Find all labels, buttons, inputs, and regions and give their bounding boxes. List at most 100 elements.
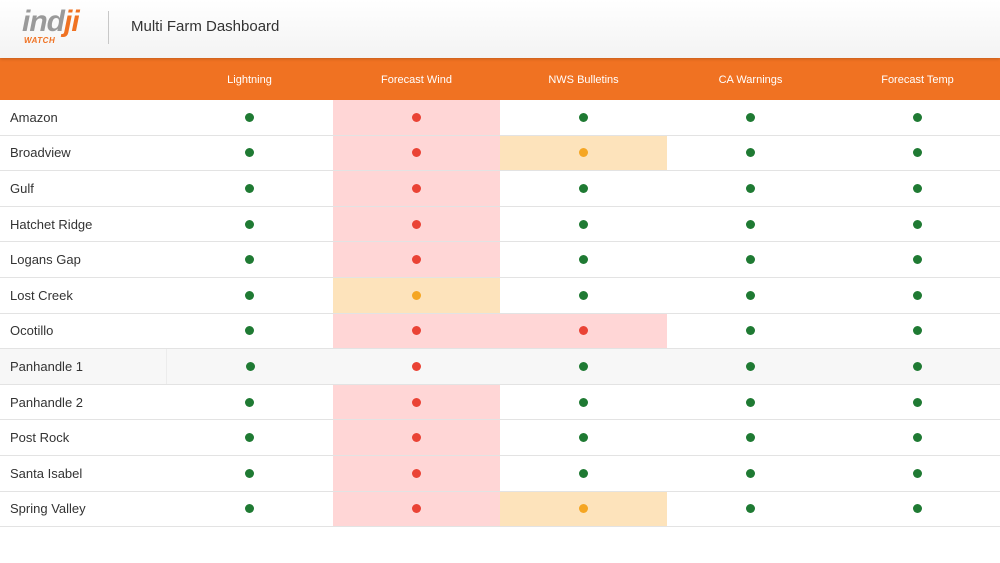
status-cell-nws-bulletins[interactable] [500, 491, 667, 527]
status-cell-forecast-wind[interactable] [333, 349, 500, 384]
status-cell-forecast-wind[interactable] [333, 100, 500, 135]
table-row-panhandle-1[interactable]: Panhandle 1 [0, 349, 1000, 385]
status-good-dot-icon [746, 326, 755, 336]
status-cell-lightning[interactable] [166, 314, 333, 349]
status-cell-lightning[interactable] [166, 100, 333, 135]
farm-name[interactable]: Panhandle 2 [10, 394, 84, 410]
status-cell-forecast-wind[interactable] [333, 171, 500, 206]
page-title: Multi Farm Dashboard [131, 18, 280, 35]
status-cell-ca-warnings[interactable] [667, 171, 834, 206]
status-cell-lightning[interactable] [166, 278, 333, 313]
status-cell-lightning[interactable] [166, 420, 333, 455]
column-header-forecast-temp[interactable]: Forecast Temp [881, 74, 954, 86]
farm-name[interactable]: Gulf [10, 180, 34, 196]
status-cell-forecast-temp[interactable] [834, 420, 1000, 455]
status-cell-forecast-wind[interactable] [333, 420, 500, 455]
status-cell-forecast-temp[interactable] [834, 385, 1000, 420]
status-cell-forecast-temp[interactable] [834, 314, 1000, 349]
farm-name[interactable]: Lost Creek [10, 287, 73, 303]
status-cell-forecast-temp[interactable] [834, 207, 1000, 242]
table-row-broadview[interactable]: Broadview [0, 135, 1000, 172]
farm-name[interactable]: Ocotillo [10, 323, 54, 339]
status-good-dot-icon [245, 504, 254, 514]
table-row-panhandle-2[interactable]: Panhandle 2 [0, 384, 1000, 421]
status-cell-ca-warnings[interactable] [667, 242, 834, 277]
table-row-hatchet-ridge[interactable]: Hatchet Ridge [0, 206, 1000, 243]
status-cell-forecast-wind[interactable] [333, 313, 500, 349]
farm-name[interactable]: Spring Valley [10, 501, 86, 517]
farm-name[interactable]: Post Rock [10, 430, 70, 446]
farm-name[interactable]: Broadview [10, 145, 71, 161]
status-cell-forecast-wind[interactable] [333, 206, 500, 242]
status-alert-dot-icon [412, 255, 421, 265]
status-cell-ca-warnings[interactable] [667, 278, 834, 313]
table-row-spring-valley[interactable]: Spring Valley [0, 491, 1000, 528]
status-cell-forecast-wind[interactable] [333, 384, 500, 420]
status-cell-forecast-temp[interactable] [834, 278, 1000, 313]
status-cell-ca-warnings[interactable] [667, 136, 834, 171]
status-cell-forecast-temp[interactable] [834, 136, 1000, 171]
table-row-logans-gap[interactable]: Logans Gap [0, 242, 1000, 278]
status-cell-forecast-temp[interactable] [834, 242, 1000, 277]
status-cell-nws-bulletins[interactable] [500, 135, 667, 171]
status-cell-nws-bulletins[interactable] [500, 278, 667, 313]
status-alert-dot-icon [412, 361, 421, 371]
indji-watch-logo[interactable]: indji WATCH [20, 5, 90, 49]
farm-name[interactable]: Amazon [10, 109, 58, 125]
table-row-post-rock[interactable]: Post Rock [0, 420, 1000, 456]
status-cell-forecast-wind[interactable] [333, 242, 500, 277]
status-cell-lightning[interactable] [166, 207, 333, 242]
status-cell-forecast-temp[interactable] [834, 456, 1000, 491]
status-cell-lightning[interactable] [166, 242, 333, 277]
status-cell-nws-bulletins[interactable] [500, 420, 667, 455]
table-row-amazon[interactable]: Amazon [0, 100, 1000, 136]
status-cell-nws-bulletins[interactable] [500, 100, 667, 135]
table-row-ocotillo[interactable]: Ocotillo [0, 313, 1000, 350]
status-cell-ca-warnings[interactable] [667, 207, 834, 242]
status-cell-ca-warnings[interactable] [667, 100, 834, 135]
status-cell-ca-warnings[interactable] [667, 349, 834, 384]
status-cell-forecast-temp[interactable] [834, 349, 1000, 384]
status-cell-ca-warnings[interactable] [667, 420, 834, 455]
status-cell-forecast-temp[interactable] [834, 100, 1000, 135]
status-cell-ca-warnings[interactable] [667, 456, 834, 491]
status-good-dot-icon [245, 468, 254, 478]
farm-name[interactable]: Panhandle 1 [10, 358, 84, 374]
status-alert-dot-icon [412, 112, 421, 122]
status-cell-ca-warnings[interactable] [667, 385, 834, 420]
status-cell-forecast-wind[interactable] [333, 456, 500, 491]
status-cell-lightning[interactable] [166, 456, 333, 491]
status-cell-nws-bulletins[interactable] [500, 349, 667, 384]
status-cell-forecast-temp[interactable] [834, 492, 1000, 527]
status-cell-nws-bulletins[interactable] [500, 207, 667, 242]
status-cell-lightning[interactable] [166, 136, 333, 171]
table-row-lost-creek[interactable]: Lost Creek [0, 278, 1000, 314]
column-header-nws-bulletins[interactable]: NWS Bulletins [548, 74, 619, 86]
table-row-santa-isabel[interactable]: Santa Isabel [0, 456, 1000, 492]
status-cell-lightning[interactable] [166, 492, 333, 527]
status-cell-forecast-temp[interactable] [834, 171, 1000, 206]
status-cell-nws-bulletins[interactable] [500, 313, 667, 349]
status-cell-lightning[interactable] [166, 349, 333, 384]
farm-name[interactable]: Hatchet Ridge [10, 216, 93, 232]
farm-name[interactable]: Santa Isabel [10, 465, 83, 481]
status-alert-dot-icon [412, 326, 421, 336]
status-cell-nws-bulletins[interactable] [500, 456, 667, 491]
table-header-row: Lightning Forecast Wind NWS Bulletins CA Wa… [0, 58, 1000, 100]
status-cell-nws-bulletins[interactable] [500, 385, 667, 420]
farm-name[interactable]: Logans Gap [10, 252, 81, 268]
status-cell-forecast-wind[interactable] [333, 278, 500, 313]
column-header-lightning[interactable]: Lightning [227, 74, 272, 86]
status-cell-ca-warnings[interactable] [667, 314, 834, 349]
status-cell-lightning[interactable] [166, 385, 333, 420]
status-cell-ca-warnings[interactable] [667, 492, 834, 527]
status-cell-lightning[interactable] [166, 171, 333, 206]
status-cell-forecast-wind[interactable] [333, 491, 500, 527]
column-header-ca-warnings[interactable]: CA Warnings [718, 74, 783, 86]
status-cell-nws-bulletins[interactable] [500, 242, 667, 277]
column-header-forecast-wind[interactable]: Forecast Wind [381, 74, 452, 86]
status-cell-forecast-wind[interactable] [333, 135, 500, 171]
status-cell-nws-bulletins[interactable] [500, 171, 667, 206]
table-row-gulf[interactable]: Gulf [0, 171, 1000, 207]
status-good-dot-icon [913, 219, 922, 229]
